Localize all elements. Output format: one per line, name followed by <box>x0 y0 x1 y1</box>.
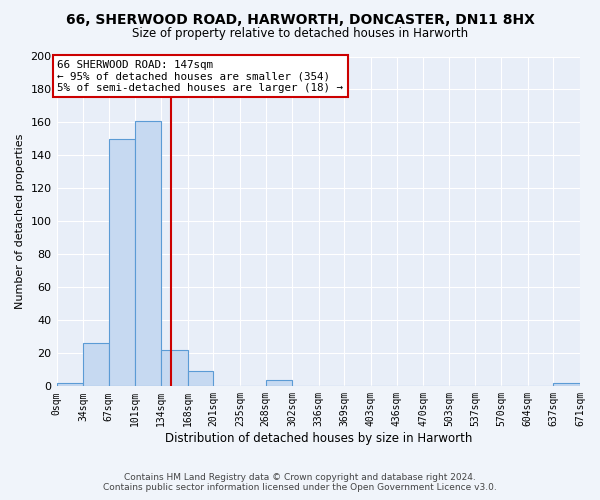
Text: 66 SHERWOOD ROAD: 147sqm
← 95% of detached houses are smaller (354)
5% of semi-d: 66 SHERWOOD ROAD: 147sqm ← 95% of detach… <box>58 60 343 93</box>
Bar <box>553 383 580 386</box>
Bar <box>266 380 292 386</box>
Y-axis label: Number of detached properties: Number of detached properties <box>15 134 25 309</box>
Bar <box>83 344 109 386</box>
Bar <box>188 372 214 386</box>
X-axis label: Distribution of detached houses by size in Harworth: Distribution of detached houses by size … <box>164 432 472 445</box>
Text: 66, SHERWOOD ROAD, HARWORTH, DONCASTER, DN11 8HX: 66, SHERWOOD ROAD, HARWORTH, DONCASTER, … <box>65 12 535 26</box>
Bar <box>136 121 161 386</box>
Text: Size of property relative to detached houses in Harworth: Size of property relative to detached ho… <box>132 28 468 40</box>
Bar <box>161 350 188 387</box>
Bar <box>109 139 136 386</box>
Bar <box>56 383 83 386</box>
Text: Contains HM Land Registry data © Crown copyright and database right 2024.
Contai: Contains HM Land Registry data © Crown c… <box>103 473 497 492</box>
